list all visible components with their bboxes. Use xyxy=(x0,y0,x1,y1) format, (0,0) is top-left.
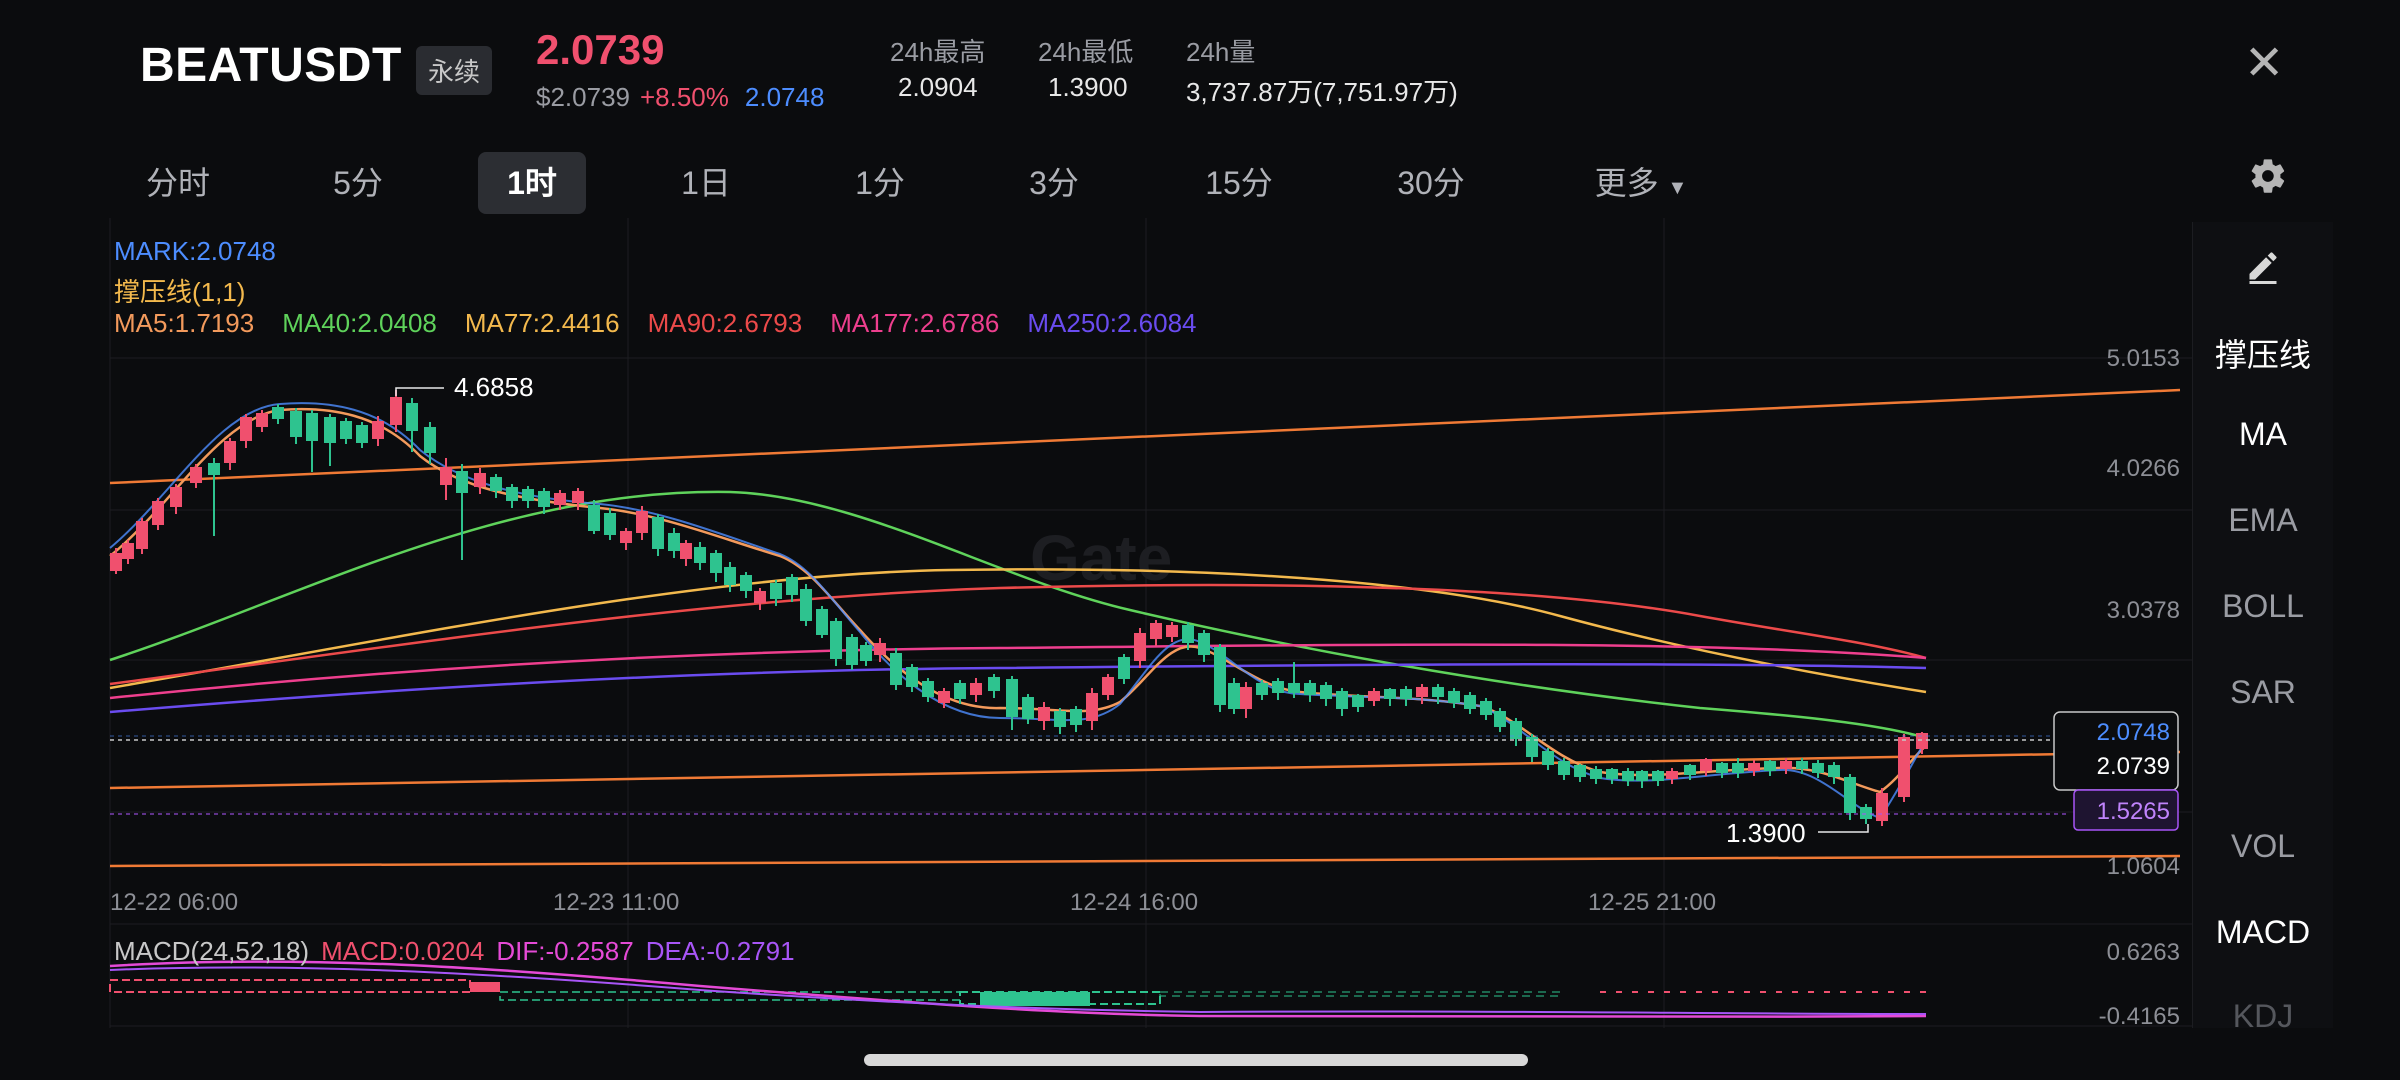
x-tick-1: 12-22 06:00 xyxy=(110,889,238,916)
tab-3m[interactable]: 3分 xyxy=(1029,165,1079,201)
stat-high-label: 24h最高 xyxy=(890,37,986,67)
kline-chart[interactable]: Gate xyxy=(0,218,2192,1028)
macd-legend-dif: DIF:-0.2587 xyxy=(496,936,634,966)
level-price-tag: 1.5265 xyxy=(2073,789,2179,831)
mark-price: 2.0748 xyxy=(744,82,825,112)
change-percent: +8.50% xyxy=(639,82,729,112)
macd-dea-line xyxy=(109,966,1927,1015)
tab-more-label: 更多 xyxy=(1594,165,1659,201)
indicator-sar[interactable]: SAR xyxy=(2230,674,2296,710)
macd-legend-dea: DEA:-0.2791 xyxy=(645,936,795,966)
support-resistance-lines xyxy=(109,388,2181,868)
tab-timeline[interactable]: 分时 xyxy=(145,165,210,201)
tab-1m[interactable]: 1分 xyxy=(855,165,905,201)
macd-tick-top: 0.6263 xyxy=(2107,939,2180,966)
legend-ma250: MA250:2.6084 xyxy=(1027,308,1197,338)
indicator-macd[interactable]: MACD xyxy=(2215,914,2311,950)
ma250-line xyxy=(109,662,1927,714)
indicator-kdj[interactable]: KDJ xyxy=(2232,998,2294,1034)
indicator-support-line[interactable]: 撑压线 xyxy=(2214,337,2311,373)
svg-text:4.6858: 4.6858 xyxy=(454,372,534,402)
stat-volume-value: 3,737.87万(7,751.97万) xyxy=(1186,77,1458,107)
x-tick-2: 12-23 11:00 xyxy=(553,889,679,916)
contract-type-badge: 永续 xyxy=(416,46,493,95)
svg-text:1.5265: 1.5265 xyxy=(2097,798,2170,825)
macd-legend-macd: MACD:0.0204 xyxy=(321,936,485,966)
macd-legend-params: MACD(24,52,18) xyxy=(114,936,310,966)
legend-ma-row: MA5:1.7193 MA40:2.0408 MA77:2.4416 MA90:2.6… xyxy=(114,308,1197,339)
indicator-vol[interactable]: VOL xyxy=(2230,828,2296,864)
legend-ma77: MA77:2.4416 xyxy=(464,308,620,338)
y-tick-4: 1.0604 xyxy=(2107,853,2180,880)
gear-icon[interactable] xyxy=(2248,156,2288,196)
tab-1d[interactable]: 1日 xyxy=(681,165,731,201)
ma77-line xyxy=(109,568,1927,694)
candlesticks xyxy=(110,390,1928,826)
indicator-ma[interactable]: MA xyxy=(2239,416,2287,452)
pencil-icon[interactable] xyxy=(2245,248,2281,284)
low-marker: 1.3900 xyxy=(1726,818,1869,848)
price-subline: $2.0739 +8.50% 2.0748 xyxy=(536,82,824,113)
indicator-boll[interactable]: BOLL xyxy=(2222,588,2304,624)
ma40-line xyxy=(109,490,1927,740)
stat-low-label: 24h最低 xyxy=(1038,37,1134,67)
legend-ma90: MA90:2.6793 xyxy=(647,308,803,338)
ma90-line xyxy=(109,583,1927,686)
mark-line xyxy=(109,402,1927,820)
x-tick-4: 12-25 21:00 xyxy=(1588,889,1716,916)
indicator-panel: 撑压线 MA EMA BOLL SAR VOL MACD KDJ xyxy=(2192,222,2333,1034)
watermark-logo: Gate xyxy=(1030,522,1172,594)
ma177-line xyxy=(109,643,1927,700)
high-marker: 4.6858 xyxy=(395,372,534,402)
stat-volume-label: 24h量 xyxy=(1186,37,1256,67)
macd-dif-line xyxy=(109,960,1927,1018)
y-tick-2: 4.0266 xyxy=(2107,455,2180,482)
tab-30m[interactable]: 30分 xyxy=(1397,165,1465,201)
last-price: 2.0739 xyxy=(536,26,665,73)
svg-text:2.0748: 2.0748 xyxy=(2097,719,2170,746)
macd-tick-bottom: -0.4165 xyxy=(2099,1003,2180,1028)
legend-support-line: 撑压线(1,1) xyxy=(114,277,246,307)
usd-price: $2.0739 xyxy=(536,82,630,112)
caret-down-icon: ▼ xyxy=(1667,177,1688,199)
chart-grid xyxy=(109,218,2192,1028)
macd-legend: MACD(24,52,18) MACD:0.0204 DIF:-0.2587 DEA:… xyxy=(114,936,795,967)
tab-more[interactable]: 更多 ▼ xyxy=(1586,152,1696,214)
stat-low-value: 1.3900 xyxy=(1048,72,1128,102)
tab-5m[interactable]: 5分 xyxy=(333,165,383,201)
tab-15m[interactable]: 15分 xyxy=(1205,165,1273,201)
close-icon[interactable]: ✕ xyxy=(2244,37,2285,90)
symbol-title[interactable]: BEATUSDT xyxy=(140,39,402,92)
legend-ma177: MA177:2.6786 xyxy=(830,308,1000,338)
ma5-line xyxy=(109,407,1927,794)
svg-text:2.0739: 2.0739 xyxy=(2097,753,2170,780)
stat-high-value: 2.0904 xyxy=(898,72,978,102)
price-tag-box: 2.0748 2.0739 xyxy=(2053,711,2179,791)
y-tick-3: 3.0378 xyxy=(2107,597,2180,624)
legend-ma5: MA5:1.7193 xyxy=(114,308,255,338)
indicator-ema[interactable]: EMA xyxy=(2228,502,2298,538)
home-indicator[interactable] xyxy=(864,1054,1528,1066)
svg-text:1.3900: 1.3900 xyxy=(1726,818,1806,848)
legend-ma40: MA40:2.0408 xyxy=(282,308,437,338)
x-tick-3: 12-24 16:00 xyxy=(1070,889,1198,916)
macd-histogram xyxy=(109,979,1926,1006)
legend-mark: MARK:2.0748 xyxy=(114,236,276,266)
tab-1h[interactable]: 1时 xyxy=(478,152,586,214)
y-tick-1: 5.0153 xyxy=(2107,345,2180,372)
